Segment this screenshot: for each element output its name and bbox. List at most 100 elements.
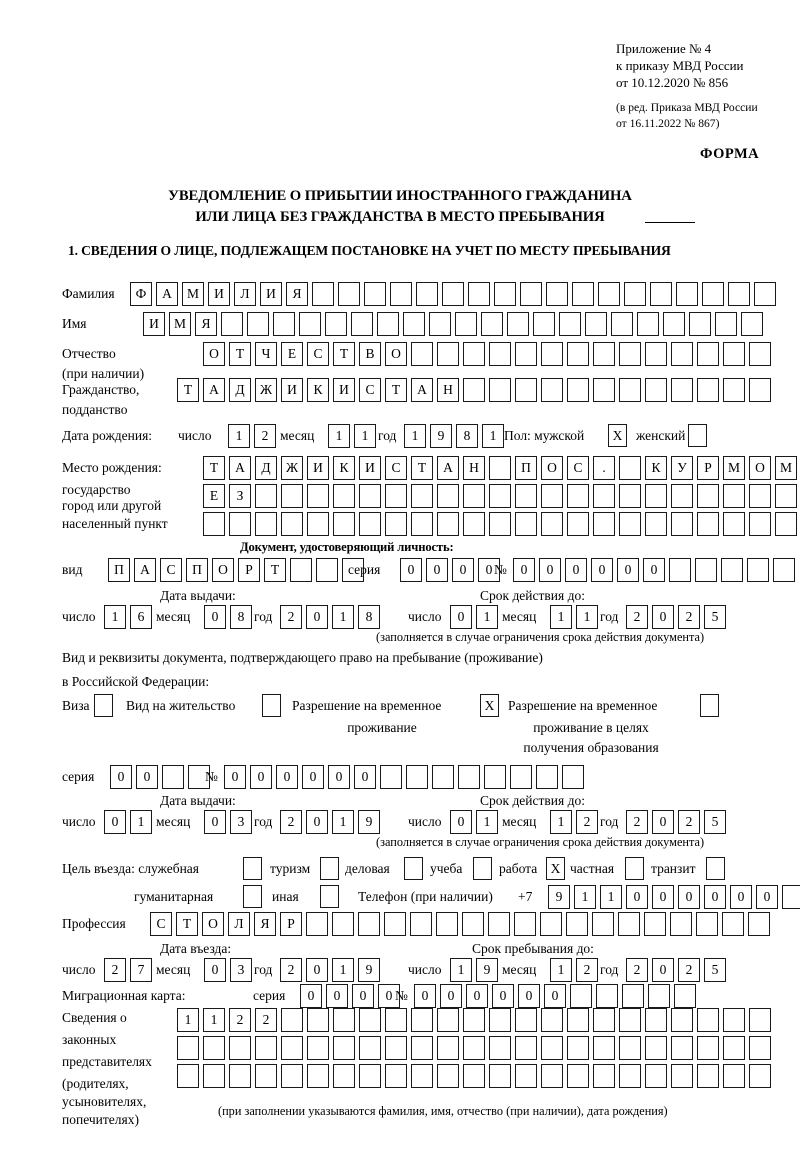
- char-box[interactable]: [593, 1036, 615, 1060]
- char-box[interactable]: [411, 1064, 433, 1088]
- char-box[interactable]: 8: [358, 605, 380, 629]
- char-box[interactable]: 0: [591, 558, 613, 582]
- char-box[interactable]: 1: [482, 424, 504, 448]
- char-box[interactable]: [281, 1008, 303, 1032]
- char-box[interactable]: [541, 1036, 563, 1060]
- char-box[interactable]: И: [333, 378, 355, 402]
- char-box[interactable]: [177, 1064, 199, 1088]
- char-box[interactable]: М: [775, 456, 797, 480]
- char-box[interactable]: 1: [550, 810, 572, 834]
- char-box[interactable]: [255, 1064, 277, 1088]
- char-box[interactable]: [671, 512, 693, 536]
- char-box[interactable]: [380, 765, 402, 789]
- char-box[interactable]: [333, 512, 355, 536]
- char-box[interactable]: [536, 765, 558, 789]
- char-box[interactable]: 0: [626, 885, 648, 909]
- char-box[interactable]: [436, 912, 458, 936]
- char-box[interactable]: [645, 378, 667, 402]
- char-box[interactable]: [619, 456, 641, 480]
- char-box[interactable]: [385, 1036, 407, 1060]
- purpose-tourism-checkbox[interactable]: [320, 857, 339, 880]
- char-box[interactable]: 9: [430, 424, 452, 448]
- char-box[interactable]: [593, 378, 615, 402]
- char-box[interactable]: 2: [229, 1008, 251, 1032]
- char-box[interactable]: С: [307, 342, 329, 366]
- char-box[interactable]: [488, 912, 510, 936]
- char-box[interactable]: Я: [254, 912, 276, 936]
- char-box[interactable]: [593, 1064, 615, 1088]
- char-box[interactable]: [723, 342, 745, 366]
- purpose-private-checkbox[interactable]: [625, 857, 644, 880]
- char-box[interactable]: [437, 1008, 459, 1032]
- char-box[interactable]: Р: [697, 456, 719, 480]
- char-box[interactable]: [410, 912, 432, 936]
- char-box[interactable]: [619, 512, 641, 536]
- char-box[interactable]: 0: [652, 885, 674, 909]
- char-box[interactable]: [221, 312, 243, 336]
- char-box[interactable]: [384, 912, 406, 936]
- char-box[interactable]: [463, 512, 485, 536]
- char-box[interactable]: [515, 1008, 537, 1032]
- legal-grid-2[interactable]: [177, 1036, 775, 1060]
- char-box[interactable]: [689, 312, 711, 336]
- char-box[interactable]: [697, 1036, 719, 1060]
- char-box[interactable]: [645, 512, 667, 536]
- char-box[interactable]: 0: [450, 810, 472, 834]
- char-box[interactable]: [619, 1036, 641, 1060]
- char-box[interactable]: А: [229, 456, 251, 480]
- char-box[interactable]: 0: [544, 984, 566, 1008]
- char-box[interactable]: [489, 456, 511, 480]
- char-box[interactable]: [299, 312, 321, 336]
- char-box[interactable]: [290, 558, 312, 582]
- purpose-transit-checkbox[interactable]: [706, 857, 725, 880]
- char-box[interactable]: [255, 512, 277, 536]
- char-box[interactable]: [463, 378, 485, 402]
- char-box[interactable]: 2: [678, 605, 700, 629]
- char-box[interactable]: 0: [352, 984, 374, 1008]
- char-box[interactable]: [644, 912, 666, 936]
- char-box[interactable]: [281, 1036, 303, 1060]
- char-box[interactable]: [358, 912, 380, 936]
- char-box[interactable]: [359, 1064, 381, 1088]
- char-box[interactable]: 2: [576, 810, 598, 834]
- char-box[interactable]: [203, 1064, 225, 1088]
- char-box[interactable]: О: [541, 456, 563, 480]
- char-box[interactable]: 0: [704, 885, 726, 909]
- char-box[interactable]: [333, 1008, 355, 1032]
- char-box[interactable]: 0: [492, 984, 514, 1008]
- char-box[interactable]: 0: [400, 558, 422, 582]
- char-box[interactable]: 0: [652, 605, 674, 629]
- char-box[interactable]: [637, 312, 659, 336]
- char-box[interactable]: [650, 282, 672, 306]
- char-box[interactable]: [593, 1008, 615, 1032]
- char-box[interactable]: 7: [130, 958, 152, 982]
- purpose-business-checkbox[interactable]: [404, 857, 423, 880]
- char-box[interactable]: 2: [626, 605, 648, 629]
- char-box[interactable]: [342, 558, 364, 582]
- char-box[interactable]: 0: [414, 984, 436, 1008]
- char-box[interactable]: А: [437, 456, 459, 480]
- char-box[interactable]: [255, 484, 277, 508]
- char-box[interactable]: [566, 912, 588, 936]
- char-box[interactable]: [281, 1064, 303, 1088]
- char-box[interactable]: [749, 342, 771, 366]
- char-box[interactable]: [748, 912, 770, 936]
- char-box[interactable]: [671, 484, 693, 508]
- char-box[interactable]: 9: [358, 810, 380, 834]
- char-box[interactable]: [307, 484, 329, 508]
- char-box[interactable]: [510, 765, 532, 789]
- char-box[interactable]: 1: [130, 810, 152, 834]
- char-box[interactable]: [338, 282, 360, 306]
- char-box[interactable]: [437, 342, 459, 366]
- char-box[interactable]: [723, 1064, 745, 1088]
- birthplace-grid-3[interactable]: [203, 512, 800, 536]
- char-box[interactable]: 1: [228, 424, 250, 448]
- char-box[interactable]: [567, 512, 589, 536]
